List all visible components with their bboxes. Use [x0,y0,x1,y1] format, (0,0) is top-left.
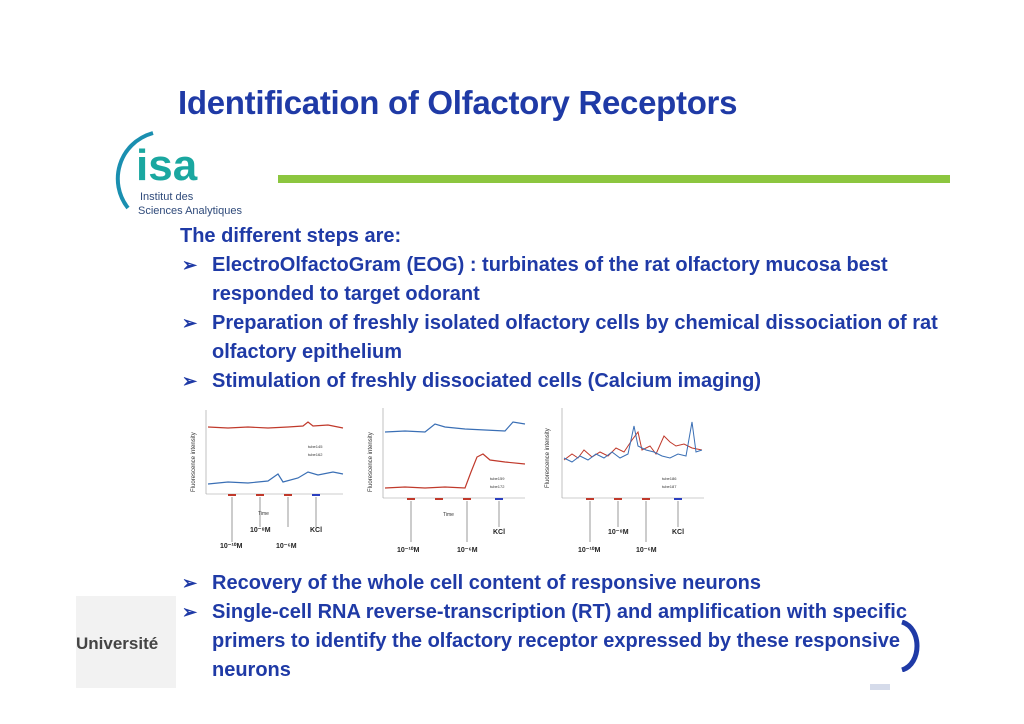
stim-label: 10⁻¹⁰M [220,542,243,550]
legend-entry: tube186 [662,476,677,481]
plot-xlabel: Time [443,512,454,518]
stim-label: 10⁻⁶M [636,547,657,554]
steps-top: The different steps are: ➢ ElectroOlfacto… [180,222,940,396]
arrow-bullet-icon: ➢ [182,313,198,333]
step-item: ➢ Stimulation of freshly dissociated cell… [180,367,940,396]
legend-entry: tube187 [662,484,677,489]
isa-logo: isa Institut des Sciences Analytiques [108,128,258,220]
legend-entry: tube159 [490,476,505,481]
step-item: ➢ ElectroOlfactoGram (EOG) : turbinates o… [180,251,940,309]
accent-bar [278,175,950,183]
stim-label: KCl [310,527,322,534]
partner-logo-fragment [900,620,920,672]
university-logo-area: Université [76,596,176,688]
stim-label: KCl [672,529,684,536]
step-text: ElectroOlfactoGram (EOG) : turbinates of… [212,254,888,305]
university-label: Université [76,634,159,653]
steps-bottom: ➢ Recovery of the whole cell content of r… [180,569,940,685]
step-text: Preparation of freshly isolated olfactor… [212,312,938,363]
legend-entry: tube162 [308,452,323,457]
calcium-plot-2: Fluorescence intensity tube159 tube172 T… [365,402,535,562]
stim-label: 10⁻¹⁰M [397,546,420,554]
steps-intro: The different steps are: [180,225,402,247]
legend-entry: tube172 [490,484,505,489]
logo-line2: Sciences Analytiques [138,205,242,217]
plot-xlabel: Time [258,511,269,517]
calcium-plot-3: Fluorescence intensity tube186 tube187 1… [542,402,712,562]
plot-ylabel: Fluorescence intensity [368,432,374,492]
stim-label: 10⁻¹⁰M [578,546,601,554]
arrow-bullet-icon: ➢ [182,371,198,391]
arrow-bullet-icon: ➢ [182,573,198,593]
calcium-plot-1: Fluorescence intensity tube145 tube162 T… [188,402,358,562]
step-item: ➢ Single-cell RNA reverse-transcription (… [180,598,940,685]
logo-mark: isa [136,141,198,190]
stim-label: KCl [493,529,505,536]
stim-label: 10⁻⁶M [276,543,297,550]
stim-label: 10⁻⁶M [457,547,478,554]
stim-label: 10⁻⁸M [608,529,629,536]
step-item: ➢ Preparation of freshly isolated olfacto… [180,309,940,367]
plot-ylabel: Fluorescence intensity [191,432,197,492]
step-item: ➢ Recovery of the whole cell content of r… [180,569,940,598]
logo-line1: Institut des [140,191,194,203]
partner-logo-fragment-bar [870,684,890,690]
plot-ylabel: Fluorescence intensity [545,428,551,488]
step-text: Recovery of the whole cell content of re… [212,572,762,594]
stim-label: 10⁻⁸M [250,527,271,534]
arrow-bullet-icon: ➢ [182,255,198,275]
arrow-bullet-icon: ➢ [182,602,198,622]
slide-title: Identification of Olfactory Receptors [178,84,738,121]
legend-entry: tube145 [308,444,323,449]
step-text: Single-cell RNA reverse-transcription (R… [212,601,907,681]
step-text: Stimulation of freshly dissociated cells… [212,370,762,392]
